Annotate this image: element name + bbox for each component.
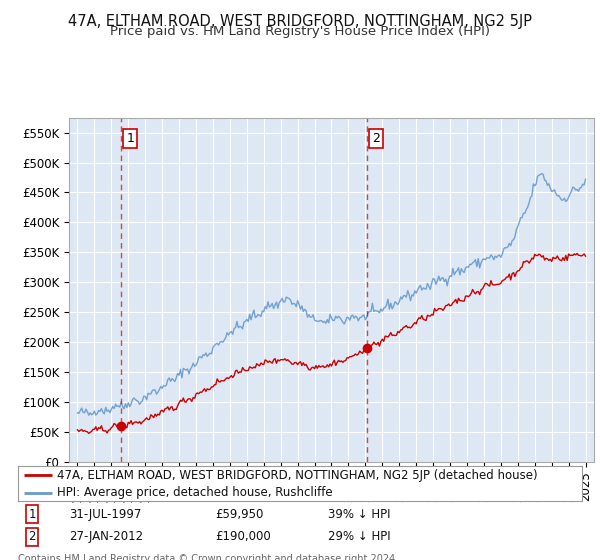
- Text: 1: 1: [28, 508, 36, 521]
- Text: 2: 2: [371, 132, 380, 145]
- Text: 39% ↓ HPI: 39% ↓ HPI: [328, 508, 391, 521]
- Text: Contains HM Land Registry data © Crown copyright and database right 2024.
This d: Contains HM Land Registry data © Crown c…: [18, 554, 398, 560]
- Text: £190,000: £190,000: [215, 530, 271, 543]
- Text: 27-JAN-2012: 27-JAN-2012: [69, 530, 143, 543]
- Text: 29% ↓ HPI: 29% ↓ HPI: [328, 530, 391, 543]
- Text: Price paid vs. HM Land Registry's House Price Index (HPI): Price paid vs. HM Land Registry's House …: [110, 25, 490, 38]
- Text: 31-JUL-1997: 31-JUL-1997: [69, 508, 141, 521]
- Text: HPI: Average price, detached house, Rushcliffe: HPI: Average price, detached house, Rush…: [58, 486, 333, 499]
- Text: £59,950: £59,950: [215, 508, 264, 521]
- Text: 1: 1: [126, 132, 134, 145]
- Text: 47A, ELTHAM ROAD, WEST BRIDGFORD, NOTTINGHAM, NG2 5JP (detached house): 47A, ELTHAM ROAD, WEST BRIDGFORD, NOTTIN…: [58, 469, 538, 482]
- Text: 47A, ELTHAM ROAD, WEST BRIDGFORD, NOTTINGHAM, NG2 5JP: 47A, ELTHAM ROAD, WEST BRIDGFORD, NOTTIN…: [68, 14, 532, 29]
- Text: 2: 2: [28, 530, 36, 543]
